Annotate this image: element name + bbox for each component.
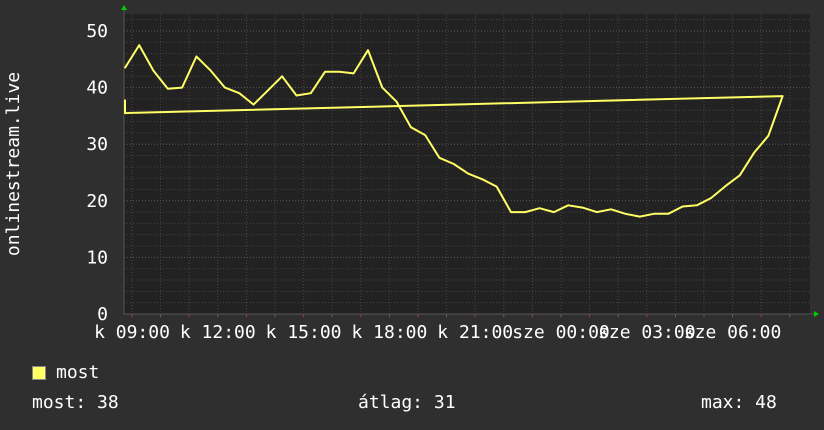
data-point — [424, 134, 426, 136]
data-point — [195, 55, 198, 58]
data-point — [410, 126, 412, 129]
data-point — [395, 100, 398, 103]
data-point — [495, 185, 498, 188]
data-point — [610, 208, 612, 211]
data-point — [638, 215, 641, 218]
data-point — [381, 86, 384, 89]
data-point — [166, 87, 169, 90]
data-point — [738, 174, 741, 177]
data-point — [767, 134, 770, 137]
data-point — [724, 185, 727, 187]
data-point — [324, 70, 326, 73]
data-point — [538, 207, 541, 209]
legend-label: most — [56, 362, 100, 383]
data-point — [124, 99, 126, 101]
data-point — [209, 69, 212, 72]
y-tick-label: 30 — [86, 134, 108, 155]
data-point — [224, 86, 226, 89]
x-axis-arrow-icon — [814, 311, 819, 317]
data-point — [567, 204, 569, 207]
data-point — [524, 211, 527, 213]
legend-swatch — [32, 365, 46, 380]
data-point — [753, 151, 755, 154]
x-tick-label: k 21:00 — [437, 322, 513, 343]
data-point — [281, 75, 283, 78]
data-point — [481, 178, 484, 181]
x-tick-label: sze 03:00 — [598, 322, 696, 343]
y-axis-arrow-icon — [121, 5, 127, 10]
x-tick-label: k 12:00 — [180, 322, 256, 343]
data-point — [138, 44, 140, 46]
data-point — [710, 197, 712, 199]
data-point — [438, 156, 441, 159]
y-axis-label: onlinestream.live — [3, 72, 24, 256]
data-point — [181, 86, 183, 89]
data-point — [267, 89, 269, 92]
data-point — [581, 206, 584, 209]
data-point — [667, 213, 670, 215]
y-tick-label: 40 — [86, 78, 108, 99]
data-point — [696, 204, 698, 207]
x-tick-label: k 18:00 — [351, 322, 427, 343]
data-point — [681, 205, 684, 208]
stat-max: max: 48 — [701, 392, 777, 413]
data-point — [309, 92, 312, 95]
data-point — [124, 112, 126, 114]
plot-area — [124, 14, 810, 314]
data-point — [295, 94, 298, 97]
data-point — [124, 66, 126, 69]
data-point — [452, 163, 455, 165]
y-tick-label: 50 — [86, 21, 108, 42]
data-point — [510, 211, 512, 213]
data-point — [352, 72, 355, 75]
data-point — [238, 92, 241, 95]
stat-current: most: 38 — [32, 392, 119, 413]
legend: most — [32, 362, 99, 383]
data-point — [553, 211, 555, 213]
data-point — [624, 213, 627, 215]
x-tick-label: k 15:00 — [266, 322, 342, 343]
x-tick-label: sze 00:00 — [512, 322, 610, 343]
data-point — [367, 49, 369, 52]
data-point — [781, 95, 784, 97]
x-tick-label: sze 06:00 — [684, 322, 782, 343]
data-point — [338, 70, 341, 73]
data-point — [467, 172, 469, 175]
data-point — [252, 103, 255, 106]
stat-average: átlag: 31 — [358, 392, 456, 413]
data-point — [595, 211, 598, 213]
y-tick-label: 0 — [97, 304, 108, 325]
y-tick-label: 10 — [86, 247, 108, 268]
x-tick-label: k 09:00 — [94, 322, 170, 343]
y-tick-label: 20 — [86, 191, 108, 212]
data-point — [152, 69, 155, 72]
data-point — [653, 213, 655, 215]
